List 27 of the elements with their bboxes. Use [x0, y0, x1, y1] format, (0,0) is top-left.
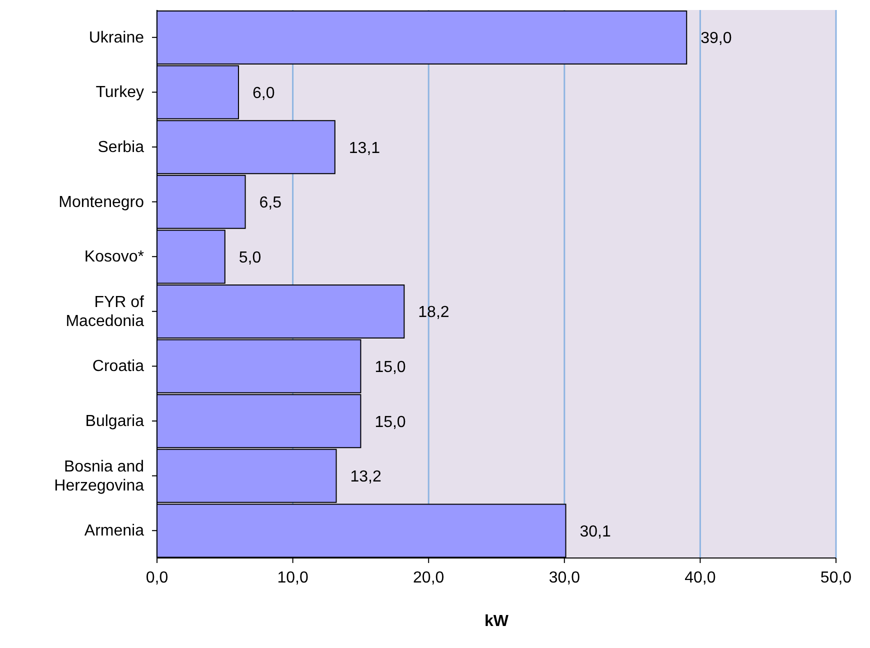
data-label: 6,0: [252, 84, 275, 102]
data-label: 39,0: [700, 30, 732, 48]
y-tick-label: Montenegro: [58, 193, 144, 210]
data-label: 13,1: [348, 140, 380, 157]
x-tick-label: 20,0: [413, 569, 444, 586]
y-tick-label: Ukraine: [88, 28, 144, 46]
data-label: 15,0: [374, 414, 406, 431]
y-tick-label: Turkey: [96, 84, 144, 101]
data-label: 13,2: [350, 468, 382, 486]
y-tick-label: FYR of Macedonia: [66, 293, 145, 330]
data-label: 30,1: [580, 523, 611, 540]
x-tick-label: 30,0: [548, 569, 580, 586]
x-tick-label: 10,0: [277, 569, 308, 586]
x-tick-label: 50,0: [820, 569, 852, 586]
x-tick-label: 40,0: [684, 569, 716, 586]
data-label: 6,5: [259, 194, 282, 212]
data-label: 5,0: [238, 249, 262, 266]
x-axis-title: kW: [484, 613, 510, 630]
y-tick-label: Armenia: [84, 522, 144, 540]
data-label: 18,2: [418, 304, 450, 322]
data-label: 15,0: [374, 358, 406, 376]
y-tick-label: Bulgaria: [85, 412, 144, 430]
y-tick-label: Kosovo*: [84, 248, 144, 266]
y-tick-label: Bosnia and Herzegovina: [54, 458, 144, 494]
y-tick-label: Serbia: [98, 138, 144, 156]
y-tick-label: Croatia: [92, 358, 144, 375]
x-tick-label: 0,0: [146, 569, 168, 586]
